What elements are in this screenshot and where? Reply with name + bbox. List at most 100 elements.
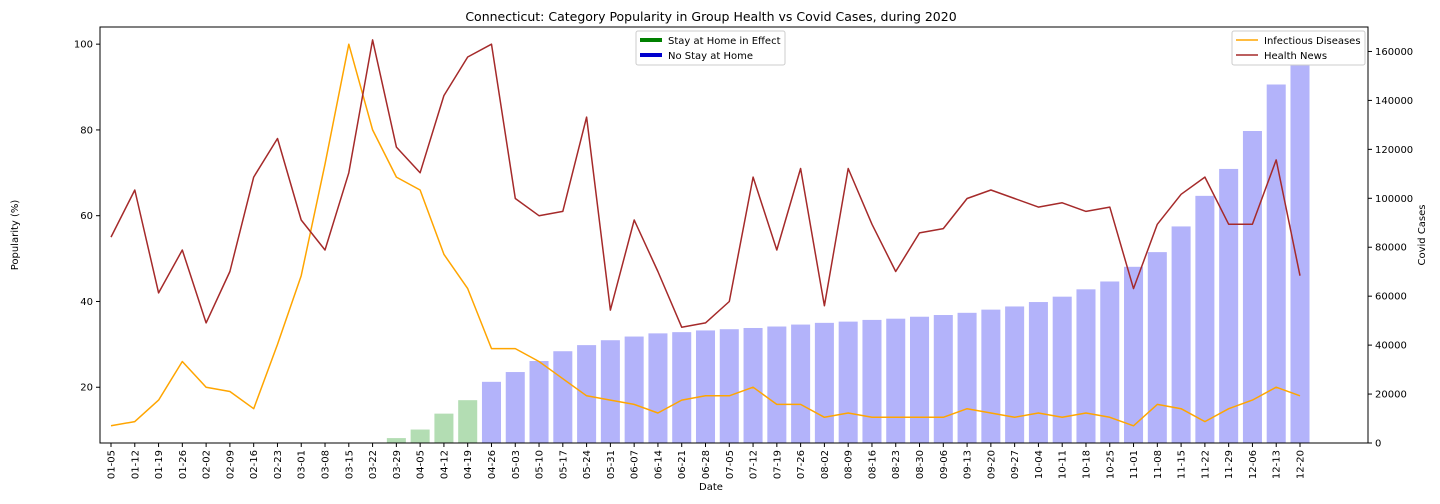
y-axis-label-left: Popularity (%)	[10, 200, 21, 271]
x-tick-label: 04-19	[463, 450, 474, 479]
x-tick-label: 11-08	[1153, 450, 1164, 479]
y-tick-label-right: 80000	[1375, 243, 1407, 254]
covid-bar	[1242, 131, 1262, 443]
covid-bar	[719, 329, 739, 443]
covid-bar	[957, 312, 977, 443]
x-tick-label: 01-19	[154, 450, 165, 479]
legend-health-news-label: Health News	[1264, 51, 1327, 62]
x-tick-label: 08-16	[867, 450, 878, 479]
y-tick-label-left: 80	[80, 125, 93, 136]
x-tick-label: 09-13	[963, 450, 974, 479]
covid-bar	[458, 400, 478, 443]
y-axis-label-right: Covid Cases	[1417, 204, 1428, 265]
x-tick-label: 04-12	[439, 450, 450, 479]
covid-bar	[1124, 266, 1144, 443]
covid-bar	[981, 309, 1001, 443]
y-tick-label-right: 120000	[1375, 145, 1413, 156]
legend-right-box	[1231, 30, 1366, 66]
x-tick-label: 06-21	[677, 450, 688, 479]
covid-bar	[648, 333, 668, 443]
y-tick-label-left: 60	[80, 211, 93, 222]
covid-bar	[886, 318, 906, 443]
plot-frame	[99, 26, 1369, 444]
y-tick-label-left: 100	[74, 40, 93, 51]
covid-bar	[695, 330, 716, 443]
x-tick-label: 12-13	[1272, 450, 1283, 479]
x-tick-label: 02-02	[202, 450, 213, 479]
covid-bar	[1195, 195, 1215, 443]
x-tick-label: 03-22	[368, 450, 379, 479]
x-tick-label: 08-30	[915, 450, 926, 479]
x-tick-label: 03-08	[321, 450, 332, 479]
y-tick-label-right: 20000	[1375, 390, 1407, 401]
x-tick-label: 04-05	[416, 450, 427, 479]
left-axis: 20 40 60 80 100	[74, 40, 100, 394]
x-tick-label: 05-10	[535, 450, 546, 479]
covid-bar	[481, 381, 501, 443]
legend-left-box	[635, 30, 786, 66]
covid-bar	[910, 316, 930, 443]
covid-bar	[1052, 296, 1072, 443]
x-tick-label: 12-20	[1296, 450, 1307, 479]
covid-bar	[553, 351, 573, 443]
x-tick-label: 05-03	[511, 450, 522, 479]
x-tick-label: 03-01	[297, 450, 308, 479]
covid-bar	[838, 321, 858, 443]
y-tick-label-right: 160000	[1375, 47, 1413, 58]
x-axis-label: Date	[699, 482, 723, 493]
x-tick-label: 03-29	[392, 450, 403, 479]
covid-bar	[1076, 289, 1096, 443]
x-tick-label: 08-23	[891, 450, 902, 479]
covid-bar	[767, 326, 787, 443]
x-tick-label: 11-01	[1129, 450, 1140, 479]
x-tick-label: 08-02	[820, 450, 831, 479]
x-tick-label: 01-05	[107, 450, 118, 479]
x-tick-label: 01-26	[178, 450, 189, 479]
covid-bar	[505, 372, 525, 443]
x-tick-label: 06-14	[653, 450, 664, 479]
legend-infectious-label: Infectious Diseases	[1264, 36, 1361, 47]
x-tick-label: 07-26	[796, 450, 807, 479]
covid-bar	[410, 429, 430, 443]
covid-bar	[933, 315, 953, 443]
x-tick-label: 01-12	[130, 450, 141, 479]
covid-bar	[862, 319, 882, 443]
covid-bar	[1100, 281, 1120, 443]
lines-layer	[110, 39, 1301, 427]
covid-bar	[1290, 46, 1310, 443]
x-tick-label: 03-15	[344, 450, 355, 479]
x-tick-label: 07-12	[749, 450, 760, 479]
legend-stay-label: Stay at Home in Effect	[668, 36, 781, 47]
x-tick-label: 02-16	[249, 450, 260, 479]
x-tick-label: 10-11	[1058, 450, 1069, 479]
y-tick-label-right: 100000	[1375, 194, 1413, 205]
legend-no-stay-label: No Stay at Home	[668, 51, 753, 62]
covid-bar	[529, 361, 549, 443]
x-tick-label: 09-20	[986, 450, 997, 479]
y-tick-label-right: 60000	[1375, 292, 1407, 303]
x-tick-label: 05-24	[582, 450, 593, 479]
y-tick-label-right: 140000	[1375, 96, 1413, 107]
covid-bar	[1028, 302, 1048, 443]
y-tick-label-left: 20	[80, 383, 93, 394]
x-tick-label: 05-17	[558, 450, 569, 479]
x-tick-label: 04-26	[487, 450, 498, 479]
x-tick-label: 06-07	[630, 450, 641, 479]
covid-bar	[434, 413, 454, 443]
x-tick-label: 09-27	[1010, 450, 1021, 479]
x-tick-label: 06-28	[701, 450, 712, 479]
right-axis: 0 20000 40000 60000 80000 100000 120000 140000 1…	[1368, 47, 1413, 450]
covid-bar	[1005, 306, 1025, 443]
y-tick-label-right: 0	[1375, 439, 1381, 450]
x-tick-label: 02-23	[273, 450, 284, 479]
x-axis: 01-05 01-12 01-19 01-26 02-02 02-09 02-16 02-23…	[107, 443, 1307, 479]
x-tick-label: 07-19	[772, 450, 783, 479]
covid-bar	[672, 332, 692, 443]
covid-bar	[1147, 252, 1167, 443]
x-tick-label: 10-04	[1034, 450, 1045, 479]
x-tick-label: 02-09	[225, 450, 236, 479]
chart-title: Connecticut: Category Popularity in Grou…	[465, 9, 956, 24]
series-line-infectious-diseases	[110, 43, 1301, 427]
